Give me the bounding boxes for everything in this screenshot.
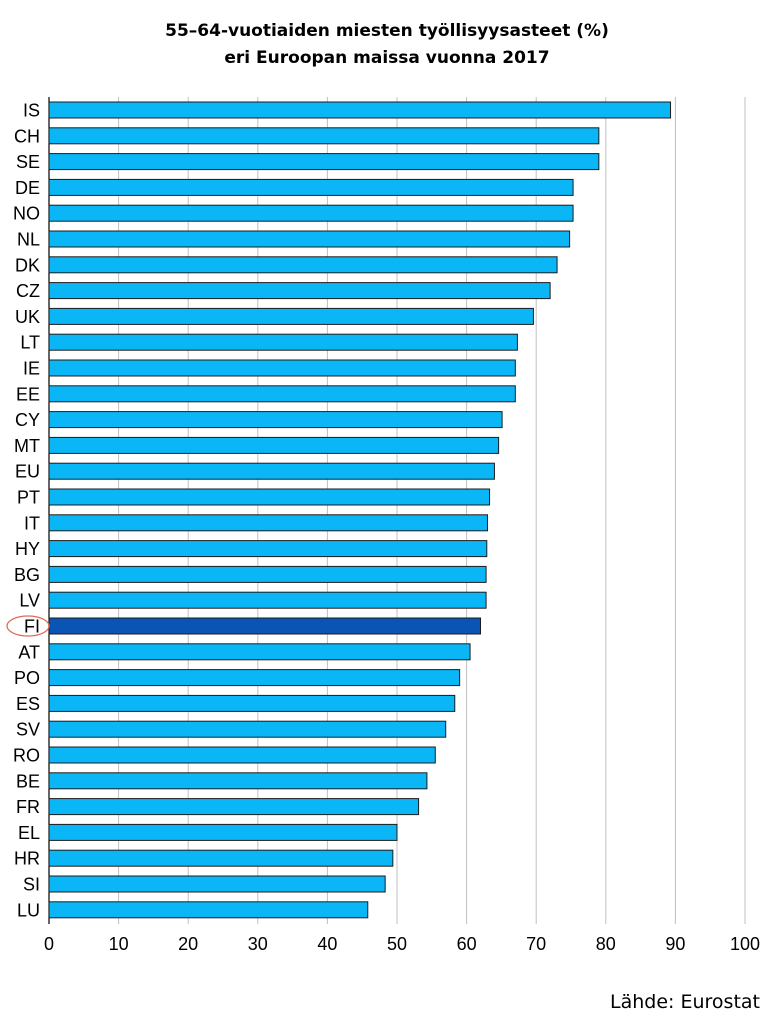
bar-cz (48, 282, 551, 300)
bar-se (48, 153, 600, 171)
category-label-no: NO (13, 204, 40, 224)
x-axis-ticks: 0 10 20 30 40 50 60 70 80 90 100 (44, 934, 760, 954)
bar-de (48, 178, 574, 196)
category-label-mt: MT (14, 436, 40, 456)
x-tick-label: 90 (665, 934, 685, 954)
category-label-ro: RO (13, 746, 40, 766)
x-tick-label: 60 (457, 934, 477, 954)
bar-lv (48, 591, 487, 609)
category-label-fi: FI (24, 617, 40, 637)
category-label-lv: LV (19, 591, 40, 611)
bar-eu (48, 462, 495, 480)
bar-lt (48, 333, 518, 351)
category-label-es: ES (16, 694, 40, 714)
category-label-bg: BG (14, 565, 40, 585)
bar-hy (48, 540, 488, 558)
category-label-uk: UK (15, 307, 40, 327)
x-tick-label: 50 (387, 934, 407, 954)
bar-no (48, 204, 574, 222)
category-label-is: IS (23, 101, 40, 121)
category-label-de: DE (15, 178, 40, 198)
category-label-sv: SV (16, 720, 40, 740)
x-tick-label: 10 (109, 934, 129, 954)
category-label-fr: FR (16, 797, 40, 817)
bar-ro (48, 746, 436, 764)
bar-cy (48, 411, 503, 429)
category-label-it: IT (24, 513, 40, 533)
x-tick-label: 80 (596, 934, 616, 954)
source-note: Lähde: Eurostat (610, 991, 760, 1013)
bar-si (48, 875, 386, 893)
bar-bg (48, 565, 487, 583)
category-label-el: EL (18, 823, 40, 843)
bar-dk (48, 256, 558, 274)
bar-el (48, 823, 398, 841)
bar-nl (48, 230, 571, 248)
bar-be (48, 772, 428, 790)
bar-es (48, 694, 456, 712)
chart-title-line-2: eri Euroopan maissa vuonna 2017 (224, 48, 550, 68)
category-label-si: SI (23, 875, 40, 895)
bar-it (48, 514, 488, 532)
bar-fi (48, 617, 482, 635)
category-label-lt: LT (20, 333, 40, 353)
bar-po (48, 669, 461, 687)
bar-pt (48, 488, 491, 506)
category-label-ie: IE (23, 359, 40, 379)
category-label-ee: EE (16, 384, 40, 404)
category-label-po: PO (14, 668, 40, 688)
bar-hr (48, 849, 394, 867)
category-label-nl: NL (17, 230, 40, 250)
bar-is (48, 101, 672, 119)
category-label-cy: CY (15, 410, 40, 430)
category-label-be: BE (16, 771, 40, 791)
category-label-hy: HY (15, 539, 40, 559)
bar-uk (48, 307, 534, 325)
bar-lu (48, 901, 369, 919)
category-label-cz: CZ (16, 281, 40, 301)
bar-fr (48, 798, 420, 816)
x-tick-label: 0 (44, 934, 54, 954)
category-label-pt: PT (17, 488, 40, 508)
category-label-hr: HR (14, 849, 40, 869)
category-label-eu: EU (15, 462, 40, 482)
bar-mt (48, 436, 500, 454)
chart-title-line-1: 55–64-vuotiaiden miesten työllisyysastee… (165, 21, 609, 41)
category-labels: IS CH SE DE NO NL DK CZ UK LT IE EE CY MT EU PT IT HY BG LV… (6, 101, 50, 920)
category-label-se: SE (16, 152, 40, 172)
category-label-lu: LU (17, 900, 40, 920)
x-tick-label: 20 (178, 934, 198, 954)
category-label-ch: CH (14, 126, 40, 146)
bars (48, 101, 672, 919)
category-label-dk: DK (15, 255, 40, 275)
category-label-at: AT (18, 642, 40, 662)
x-tick-label: 100 (730, 934, 760, 954)
x-tick-label: 70 (526, 934, 546, 954)
x-tick-label: 30 (248, 934, 268, 954)
bar-ch (48, 127, 600, 145)
chart-title: 55–64-vuotiaiden miesten työllisyysastee… (0, 18, 774, 72)
bar-at (48, 643, 471, 661)
x-tick-label: 40 (317, 934, 337, 954)
bar-ie (48, 359, 516, 377)
bar-sv (48, 720, 447, 738)
bar-ee (48, 385, 516, 403)
highlight-ring (6, 615, 50, 637)
